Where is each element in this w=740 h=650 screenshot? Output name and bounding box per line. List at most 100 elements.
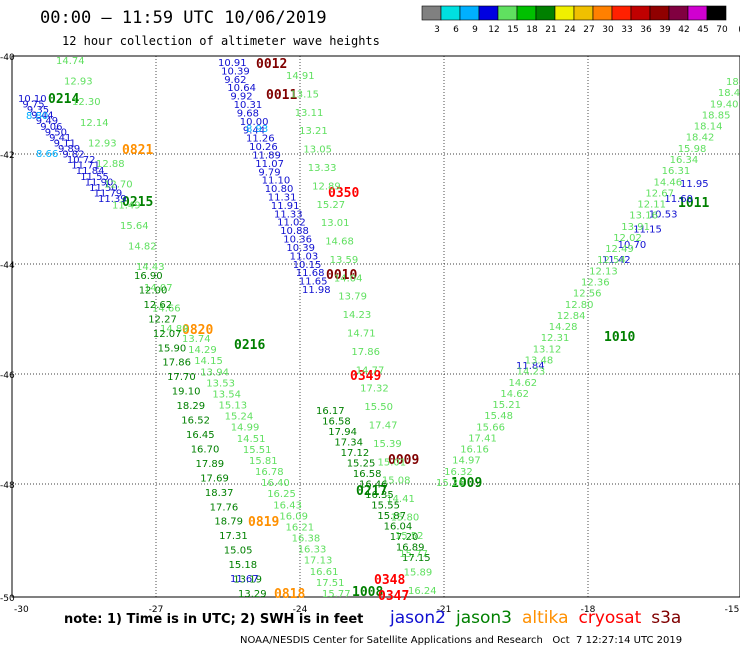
swh-value: 13.05 bbox=[303, 145, 332, 156]
swh-value: 12.31 bbox=[541, 333, 570, 344]
swh-value: 16.35 bbox=[365, 490, 394, 501]
swh-value: 15.51 bbox=[243, 445, 272, 456]
swh-value: 12.93 bbox=[88, 139, 117, 150]
lon-label: -30 bbox=[14, 605, 29, 615]
colorbar-label: 12 bbox=[488, 25, 499, 35]
legend-altika: altika bbox=[522, 608, 569, 628]
swh-value: 14.91 bbox=[286, 71, 315, 82]
swh-value: 15.98 bbox=[678, 144, 707, 155]
lon-label: -21 bbox=[437, 605, 452, 615]
swh-value: 13.94 bbox=[200, 367, 229, 378]
swh-value: 17.13 bbox=[304, 556, 333, 567]
swh-value: 10.91 bbox=[218, 58, 247, 69]
colorbar-label: 3 bbox=[434, 25, 440, 35]
swh-value: 13.74 bbox=[182, 334, 211, 345]
swh-value: 14.28 bbox=[549, 322, 578, 333]
colorbar-label: 24 bbox=[564, 25, 576, 35]
swh-value: 17.41 bbox=[468, 433, 497, 444]
lat-label: -48 bbox=[0, 481, 15, 491]
swh-value: 13.16 bbox=[629, 211, 658, 222]
swh-value: 12.36 bbox=[581, 278, 610, 289]
swh-value: 17.51 bbox=[316, 578, 345, 589]
swh-value: 17.12 bbox=[341, 448, 370, 459]
swh-value: 9.35 bbox=[27, 105, 49, 116]
swh-value: 15.81 bbox=[249, 456, 278, 467]
swh-value: 16.04 bbox=[384, 522, 413, 533]
swh-value: 17.34 bbox=[334, 438, 363, 449]
legend-jason2: jason2 bbox=[390, 608, 446, 628]
time-label: 0819 bbox=[248, 515, 279, 530]
swh-value: 16.32 bbox=[444, 467, 473, 478]
swh-value: 11.91 bbox=[271, 201, 300, 212]
swh-value: 10.39 bbox=[286, 243, 315, 254]
swh-value: 17.76 bbox=[210, 502, 239, 513]
swh-value: 14.41 bbox=[386, 494, 415, 505]
swh-value: 14.82 bbox=[128, 242, 157, 253]
colorbar-label: 9 bbox=[472, 25, 478, 35]
swh-value: 17.94 bbox=[328, 427, 357, 438]
swh-value: 11.03 bbox=[290, 251, 319, 262]
swh-value: 15.77 bbox=[322, 589, 351, 600]
time-label: 0009 bbox=[388, 453, 419, 468]
lon-label: -15 bbox=[725, 605, 740, 615]
swh-value: 18.37 bbox=[205, 488, 234, 499]
swh-value: 9.82 bbox=[62, 150, 84, 161]
colorbar-label: 21 bbox=[545, 25, 556, 35]
swh-value: 18.94 bbox=[726, 77, 740, 88]
swh-value: 11.49 bbox=[112, 200, 141, 211]
swh-value: 13.01 bbox=[321, 218, 350, 229]
swh-value: 14.66 bbox=[152, 303, 181, 314]
swh-value: 16.45 bbox=[186, 430, 215, 441]
swh-value: 9.06 bbox=[40, 122, 62, 133]
swh-value: 11.31 bbox=[268, 193, 297, 204]
swh-value: 14.97 bbox=[452, 456, 481, 467]
swh-value: 16.38 bbox=[292, 534, 321, 545]
time-label: 0012 bbox=[256, 57, 287, 72]
swh-value: 13.54 bbox=[212, 389, 241, 400]
swh-value: 12.49 bbox=[605, 244, 634, 255]
time-label: 0011 bbox=[266, 88, 297, 103]
swh-value: 11.07 bbox=[255, 159, 284, 170]
time-label: 0349 bbox=[350, 369, 381, 384]
time-label: 0217 bbox=[356, 484, 387, 499]
swh-value: 16.09 bbox=[279, 511, 308, 522]
swh-value: 18.14 bbox=[694, 122, 723, 133]
swh-value: 9.62 bbox=[224, 75, 246, 86]
swh-value: 16.16 bbox=[460, 445, 489, 456]
swh-value: 12.67 bbox=[645, 188, 674, 199]
swh-value: 15.25 bbox=[347, 459, 376, 470]
colorbar-label: 36 bbox=[640, 25, 652, 35]
swh-value: 9.11 bbox=[54, 138, 76, 149]
time-label: 0820 bbox=[182, 323, 213, 338]
swh-value: 9.50 bbox=[45, 127, 67, 138]
swh-value: 17.47 bbox=[369, 421, 398, 432]
swh-value: 11.65 bbox=[299, 277, 328, 288]
colorbar-label: 18 bbox=[526, 25, 538, 35]
swh-value: 8.66 bbox=[36, 149, 58, 160]
swh-value: 13.79 bbox=[338, 292, 367, 303]
swh-value: 10.10 bbox=[18, 94, 47, 105]
swh-value: 12.88 bbox=[96, 159, 125, 170]
swh-value: 15.77 bbox=[399, 549, 428, 560]
swh-value: 17.86 bbox=[351, 347, 380, 358]
swh-value: 13.48 bbox=[525, 356, 554, 367]
swh-value: 16.52 bbox=[181, 416, 210, 427]
swh-value: 12.02 bbox=[613, 233, 642, 244]
swh-value: 11.98 bbox=[302, 285, 331, 296]
swh-value: 10.64 bbox=[227, 83, 256, 94]
swh-value: 15.89 bbox=[404, 568, 433, 579]
time-label: 0347 bbox=[378, 589, 409, 604]
swh-value: 13.11 bbox=[295, 108, 324, 119]
swh-value: 8.93 bbox=[246, 124, 268, 135]
swh-value: 10.26 bbox=[249, 142, 278, 153]
time-label: 0214 bbox=[48, 92, 79, 107]
swh-value: 14.99 bbox=[231, 423, 260, 434]
satellite-legend: jason2 jason3 altika cryosat s3a bbox=[390, 608, 691, 628]
swh-value: 17.86 bbox=[162, 358, 191, 369]
swh-value: 14.77 bbox=[356, 365, 385, 376]
swh-value: 16.21 bbox=[286, 523, 315, 534]
swh-value: 9.41 bbox=[49, 133, 71, 144]
swh-value: 15.18 bbox=[229, 560, 258, 571]
swh-value: 10.15 bbox=[293, 260, 322, 271]
legend-s3a: s3a bbox=[651, 608, 682, 628]
